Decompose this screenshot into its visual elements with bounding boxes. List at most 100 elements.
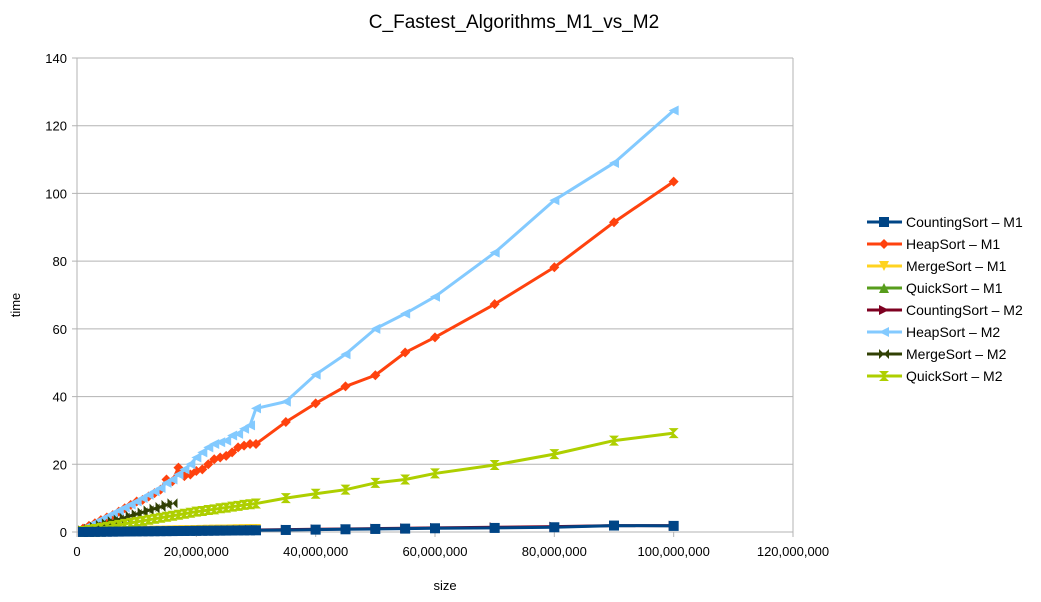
- data-point: [340, 349, 351, 360]
- data-point: [221, 525, 232, 536]
- series-countingsort-m1: [77, 520, 679, 537]
- data-point: [400, 308, 411, 319]
- data-point: [233, 525, 244, 536]
- legend-item: QuickSort – M2: [867, 368, 1003, 384]
- data-point: [879, 371, 889, 381]
- data-point: [203, 504, 214, 515]
- data-point: [245, 438, 256, 449]
- data-point: [430, 332, 440, 343]
- data-point: [879, 239, 889, 249]
- data-point: [179, 464, 190, 475]
- data-point: [549, 522, 560, 533]
- legend-label: QuickSort – M2: [906, 368, 1003, 384]
- data-point: [131, 526, 142, 537]
- data-point: [430, 291, 440, 302]
- data-point: [310, 488, 321, 499]
- data-point: [101, 526, 112, 537]
- series-line: [82, 180, 675, 530]
- data-point: [549, 449, 560, 460]
- data-point: [203, 442, 214, 453]
- data-point: [233, 428, 244, 439]
- x-axis-label: size: [433, 578, 456, 593]
- data-point: [131, 496, 142, 507]
- x-tick-label: 0: [73, 544, 80, 559]
- y-tick-label: 140: [45, 51, 67, 66]
- y-tick-label: 60: [53, 322, 67, 337]
- y-tick-label: 20: [53, 457, 67, 472]
- data-point: [245, 499, 256, 510]
- legend: CountingSort – M1 HeapSort – M1 MergeSort …: [867, 214, 1023, 384]
- data-point: [227, 430, 238, 441]
- legend-item: MergeSort – M1: [867, 258, 1007, 274]
- data-point: [609, 520, 619, 531]
- data-point: [191, 506, 202, 517]
- data-point: [89, 526, 100, 537]
- data-point: [197, 525, 208, 536]
- data-point: [209, 525, 220, 536]
- data-point: [215, 437, 226, 448]
- data-point: [280, 524, 291, 535]
- data-point: [119, 518, 130, 529]
- legend-label: CountingSort – M2: [906, 302, 1023, 318]
- data-point: [173, 462, 184, 473]
- legend-item: QuickSort – M1: [867, 280, 1003, 296]
- data-point: [340, 381, 351, 392]
- data-point: [197, 464, 208, 475]
- x-tick-label: 120,000,000: [757, 544, 829, 559]
- y-axis-label: time: [8, 293, 23, 318]
- data-point: [155, 482, 166, 493]
- data-point: [609, 217, 619, 228]
- data-point: [203, 525, 214, 536]
- y-tick-label: 0: [60, 525, 67, 540]
- data-point: [155, 526, 166, 537]
- chart-title: C_Fastest_Algorithms_M1_vs_M2: [369, 12, 659, 33]
- data-point: [251, 438, 261, 449]
- data-point: [879, 283, 889, 293]
- data-point: [245, 420, 256, 431]
- data-point: [191, 525, 202, 536]
- legend-label: HeapSort – M2: [906, 324, 1000, 340]
- data-point: [83, 526, 94, 537]
- data-point: [370, 323, 381, 334]
- data-point: [77, 526, 88, 537]
- data-point: [879, 261, 889, 271]
- data-point: [107, 526, 118, 537]
- data-point: [340, 524, 351, 535]
- data-point: [489, 459, 500, 470]
- data-point: [668, 520, 679, 531]
- data-point: [430, 523, 440, 534]
- data-point: [137, 526, 148, 537]
- y-tick-label: 80: [53, 254, 67, 269]
- data-point: [280, 416, 291, 427]
- data-point: [191, 452, 202, 463]
- data-point: [149, 486, 160, 497]
- data-point: [167, 474, 178, 485]
- data-point: [125, 526, 136, 537]
- data-point: [549, 195, 560, 206]
- data-point: [239, 499, 250, 510]
- legend-label: QuickSort – M1: [906, 280, 1003, 296]
- legend-label: MergeSort – M2: [906, 346, 1007, 362]
- data-point: [143, 526, 154, 537]
- data-point: [245, 525, 256, 536]
- data-point: [149, 526, 160, 537]
- data-point: [879, 327, 889, 337]
- data-point: [227, 525, 238, 536]
- y-tick-label: 120: [45, 119, 67, 134]
- data-point: [179, 525, 190, 536]
- data-point: [251, 525, 261, 536]
- data-point: [95, 526, 106, 537]
- x-tick-label: 100,000,000: [638, 544, 710, 559]
- data-point: [489, 299, 500, 310]
- data-point: [161, 477, 172, 488]
- data-point: [185, 525, 196, 536]
- data-point: [119, 526, 130, 537]
- data-point: [221, 435, 232, 446]
- legend-label: CountingSort – M1: [906, 214, 1023, 230]
- data-point: [173, 469, 184, 480]
- data-point: [609, 435, 619, 446]
- x-tick-label: 40,000,000: [283, 544, 348, 559]
- data-point: [489, 522, 500, 533]
- series-line: [82, 431, 674, 533]
